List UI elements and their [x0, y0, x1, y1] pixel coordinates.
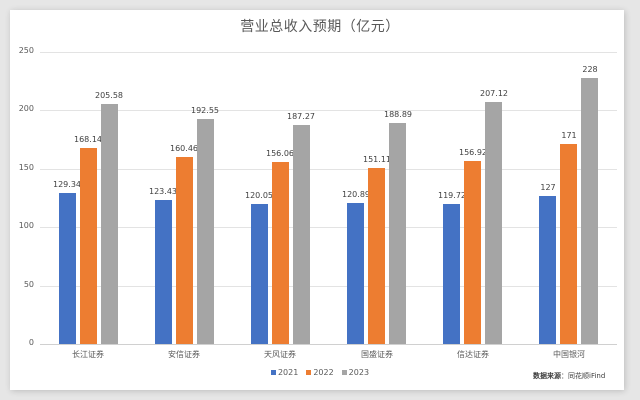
chart-title: 营业总收入预期（亿元） — [240, 19, 400, 35]
legend-swatch-icon — [341, 370, 347, 375]
y-tick-label: 200 — [18, 104, 34, 113]
legend-item-2022: 2022 — [306, 368, 334, 377]
legend: 2021 2022 2023 — [0, 368, 640, 377]
bar-2022 — [560, 144, 577, 344]
bar-2022 — [368, 168, 385, 344]
x-category-label: 天风证券 — [264, 350, 296, 359]
legend-item-2021: 2021 — [270, 368, 299, 377]
x-category-label: 中国银河 — [553, 350, 585, 359]
x-category-label: 信达证券 — [457, 350, 489, 359]
y-tick-label: 250 — [18, 46, 34, 55]
data-label: 129.34 — [53, 180, 81, 189]
y-tick-label: 100 — [18, 221, 34, 230]
data-label: 119.72 — [438, 191, 466, 200]
gridline — [40, 110, 617, 111]
bar-2021 — [155, 200, 172, 344]
bar-2022 — [80, 148, 97, 344]
bar-2023 — [101, 104, 118, 344]
bar-2022 — [464, 161, 481, 344]
data-label: 207.12 — [480, 89, 508, 98]
y-tick-label: 0 — [28, 338, 34, 347]
data-label: 120.89 — [342, 190, 370, 199]
bar-2021 — [251, 204, 268, 344]
source-value: 同花顺iFind — [568, 372, 606, 380]
legend-label: 2022 — [313, 368, 334, 377]
y-tick-label: 50 — [23, 280, 34, 289]
x-category-label: 国盛证券 — [361, 350, 393, 359]
legend-label: 2021 — [277, 368, 299, 377]
source-label: 数据来源 — [533, 372, 561, 380]
data-label: 160.46 — [170, 144, 198, 153]
legend-label: 2023 — [348, 368, 370, 377]
data-label: 192.55 — [191, 106, 219, 115]
bar-2021 — [539, 196, 556, 344]
bar-2022 — [272, 162, 289, 344]
gridline — [40, 286, 617, 287]
source-note: 数据来源：同花顺iFind — [533, 371, 605, 381]
legend-item-2023: 2023 — [341, 368, 370, 377]
bar-2022 — [176, 157, 193, 344]
data-label: 156.92 — [459, 148, 487, 157]
bar-2021 — [59, 193, 76, 344]
data-label: 228 — [582, 65, 598, 74]
data-label: 120.05 — [245, 191, 273, 200]
legend-swatch-icon — [270, 370, 276, 375]
bar-2023 — [485, 102, 502, 344]
legend-swatch-icon — [306, 370, 312, 375]
data-label: 168.14 — [74, 135, 102, 144]
data-label: 151.11 — [363, 155, 391, 164]
y-tick-label: 150 — [18, 163, 34, 172]
x-category-label: 安信证券 — [168, 350, 200, 359]
x-category-label: 长江证券 — [72, 350, 104, 359]
gridline — [40, 227, 617, 228]
bar-2023 — [197, 119, 214, 344]
gridline — [40, 52, 617, 53]
bar-2021 — [443, 204, 460, 344]
bar-2023 — [581, 78, 598, 344]
data-label: 205.58 — [95, 91, 123, 100]
bar-2021 — [347, 203, 364, 344]
data-label: 123.43 — [149, 187, 177, 196]
bar-2023 — [293, 125, 310, 344]
data-label: 127 — [540, 183, 556, 192]
data-label: 187.27 — [287, 112, 315, 121]
data-label: 171 — [561, 131, 577, 140]
x-axis-line — [40, 344, 617, 345]
data-label: 156.06 — [266, 149, 294, 158]
data-label: 188.89 — [384, 110, 412, 119]
source-separator: ： — [561, 372, 568, 380]
bar-2023 — [389, 123, 406, 344]
gridline — [40, 169, 617, 170]
